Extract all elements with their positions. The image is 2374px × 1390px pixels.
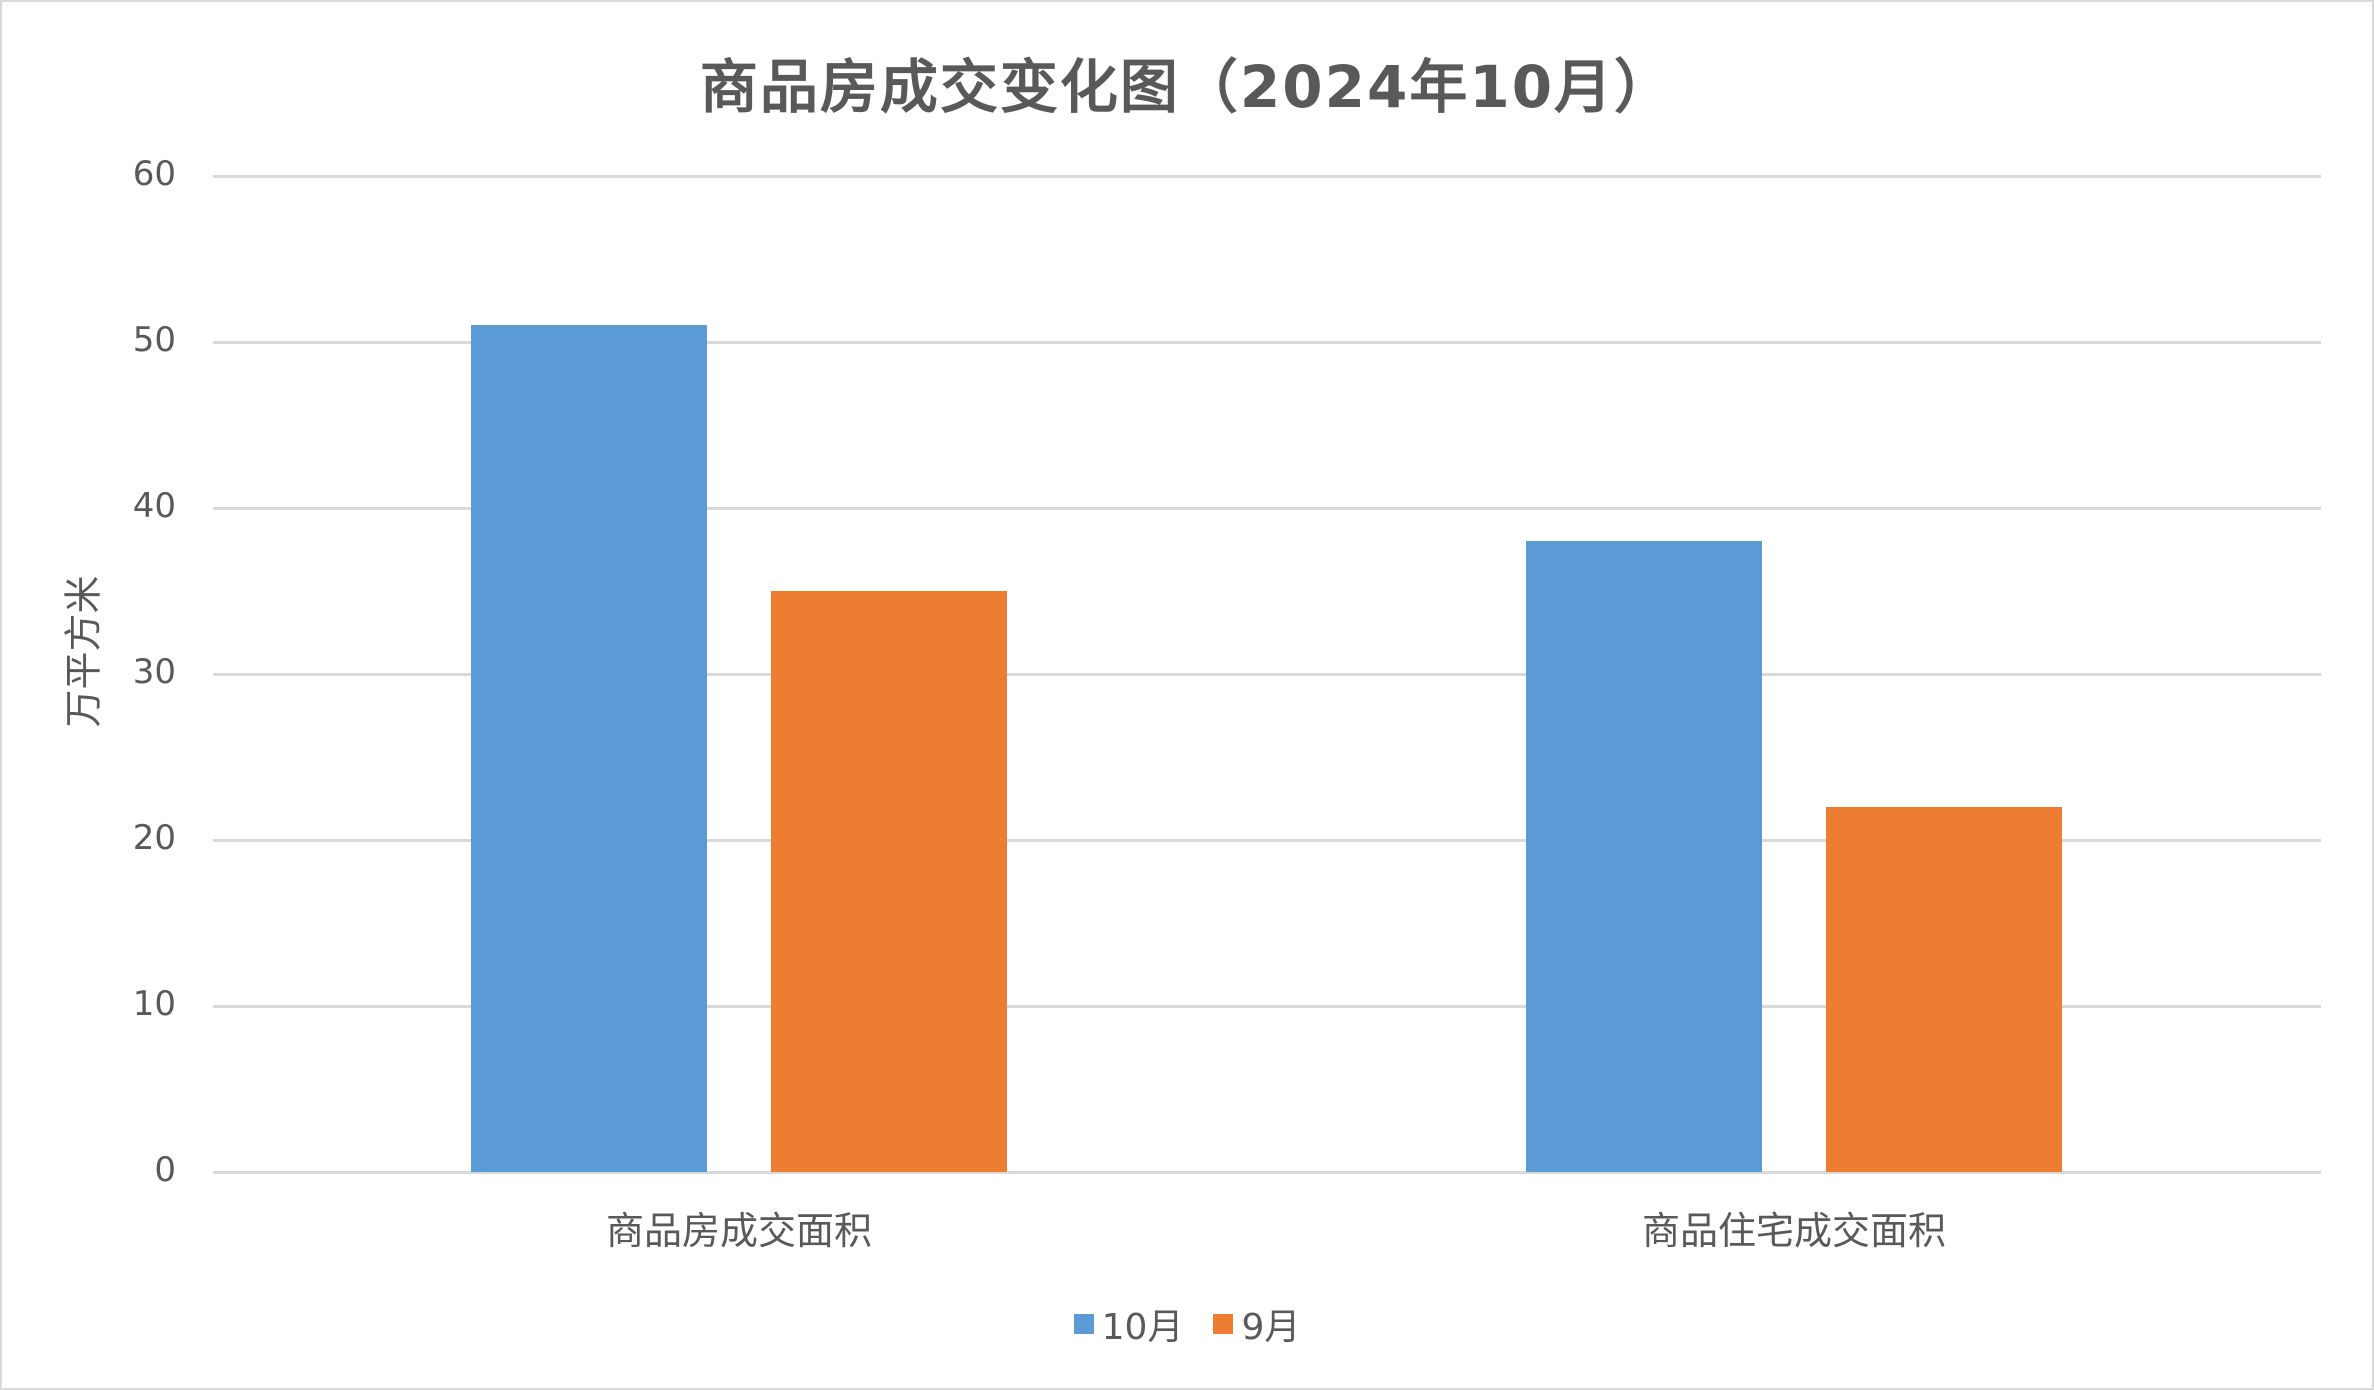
legend-label: 10月 bbox=[1101, 1307, 1184, 1348]
y-tick-label: 10 bbox=[132, 984, 176, 1024]
legend-item: 10月 bbox=[1073, 1298, 1184, 1350]
y-tick-label: 50 bbox=[132, 320, 176, 360]
bar bbox=[1526, 541, 1762, 1172]
gridline bbox=[213, 839, 2321, 842]
legend-item: 9月 bbox=[1213, 1298, 1300, 1350]
y-tick-label: 60 bbox=[132, 154, 176, 194]
legend-label: 9月 bbox=[1241, 1307, 1301, 1348]
x-category-label: 商品房成交面积 bbox=[605, 1209, 872, 1253]
legend-swatch-icon bbox=[1073, 1314, 1094, 1334]
y-axis-title: 万平方米 bbox=[61, 575, 106, 728]
gridline bbox=[213, 673, 2321, 676]
gridline bbox=[213, 507, 2321, 510]
legend-swatch-icon bbox=[1213, 1314, 1234, 1334]
gridline bbox=[213, 341, 2321, 344]
bar bbox=[1826, 806, 2062, 1172]
y-tick-label: 30 bbox=[132, 652, 176, 692]
x-category-label: 商品住宅成交面积 bbox=[1641, 1209, 1946, 1253]
bar bbox=[471, 325, 707, 1172]
chart-title: 商品房成交变化图（2024年10月） bbox=[699, 53, 1675, 121]
legend: 10月 9月 bbox=[0, 1298, 2374, 1350]
y-tick-label: 40 bbox=[132, 486, 176, 526]
bar bbox=[771, 591, 1007, 1172]
y-tick-label: 20 bbox=[132, 818, 176, 858]
gridline bbox=[213, 1171, 2321, 1174]
gridline bbox=[213, 1005, 2321, 1008]
y-tick-label: 0 bbox=[154, 1150, 176, 1190]
gridline bbox=[213, 175, 2321, 178]
